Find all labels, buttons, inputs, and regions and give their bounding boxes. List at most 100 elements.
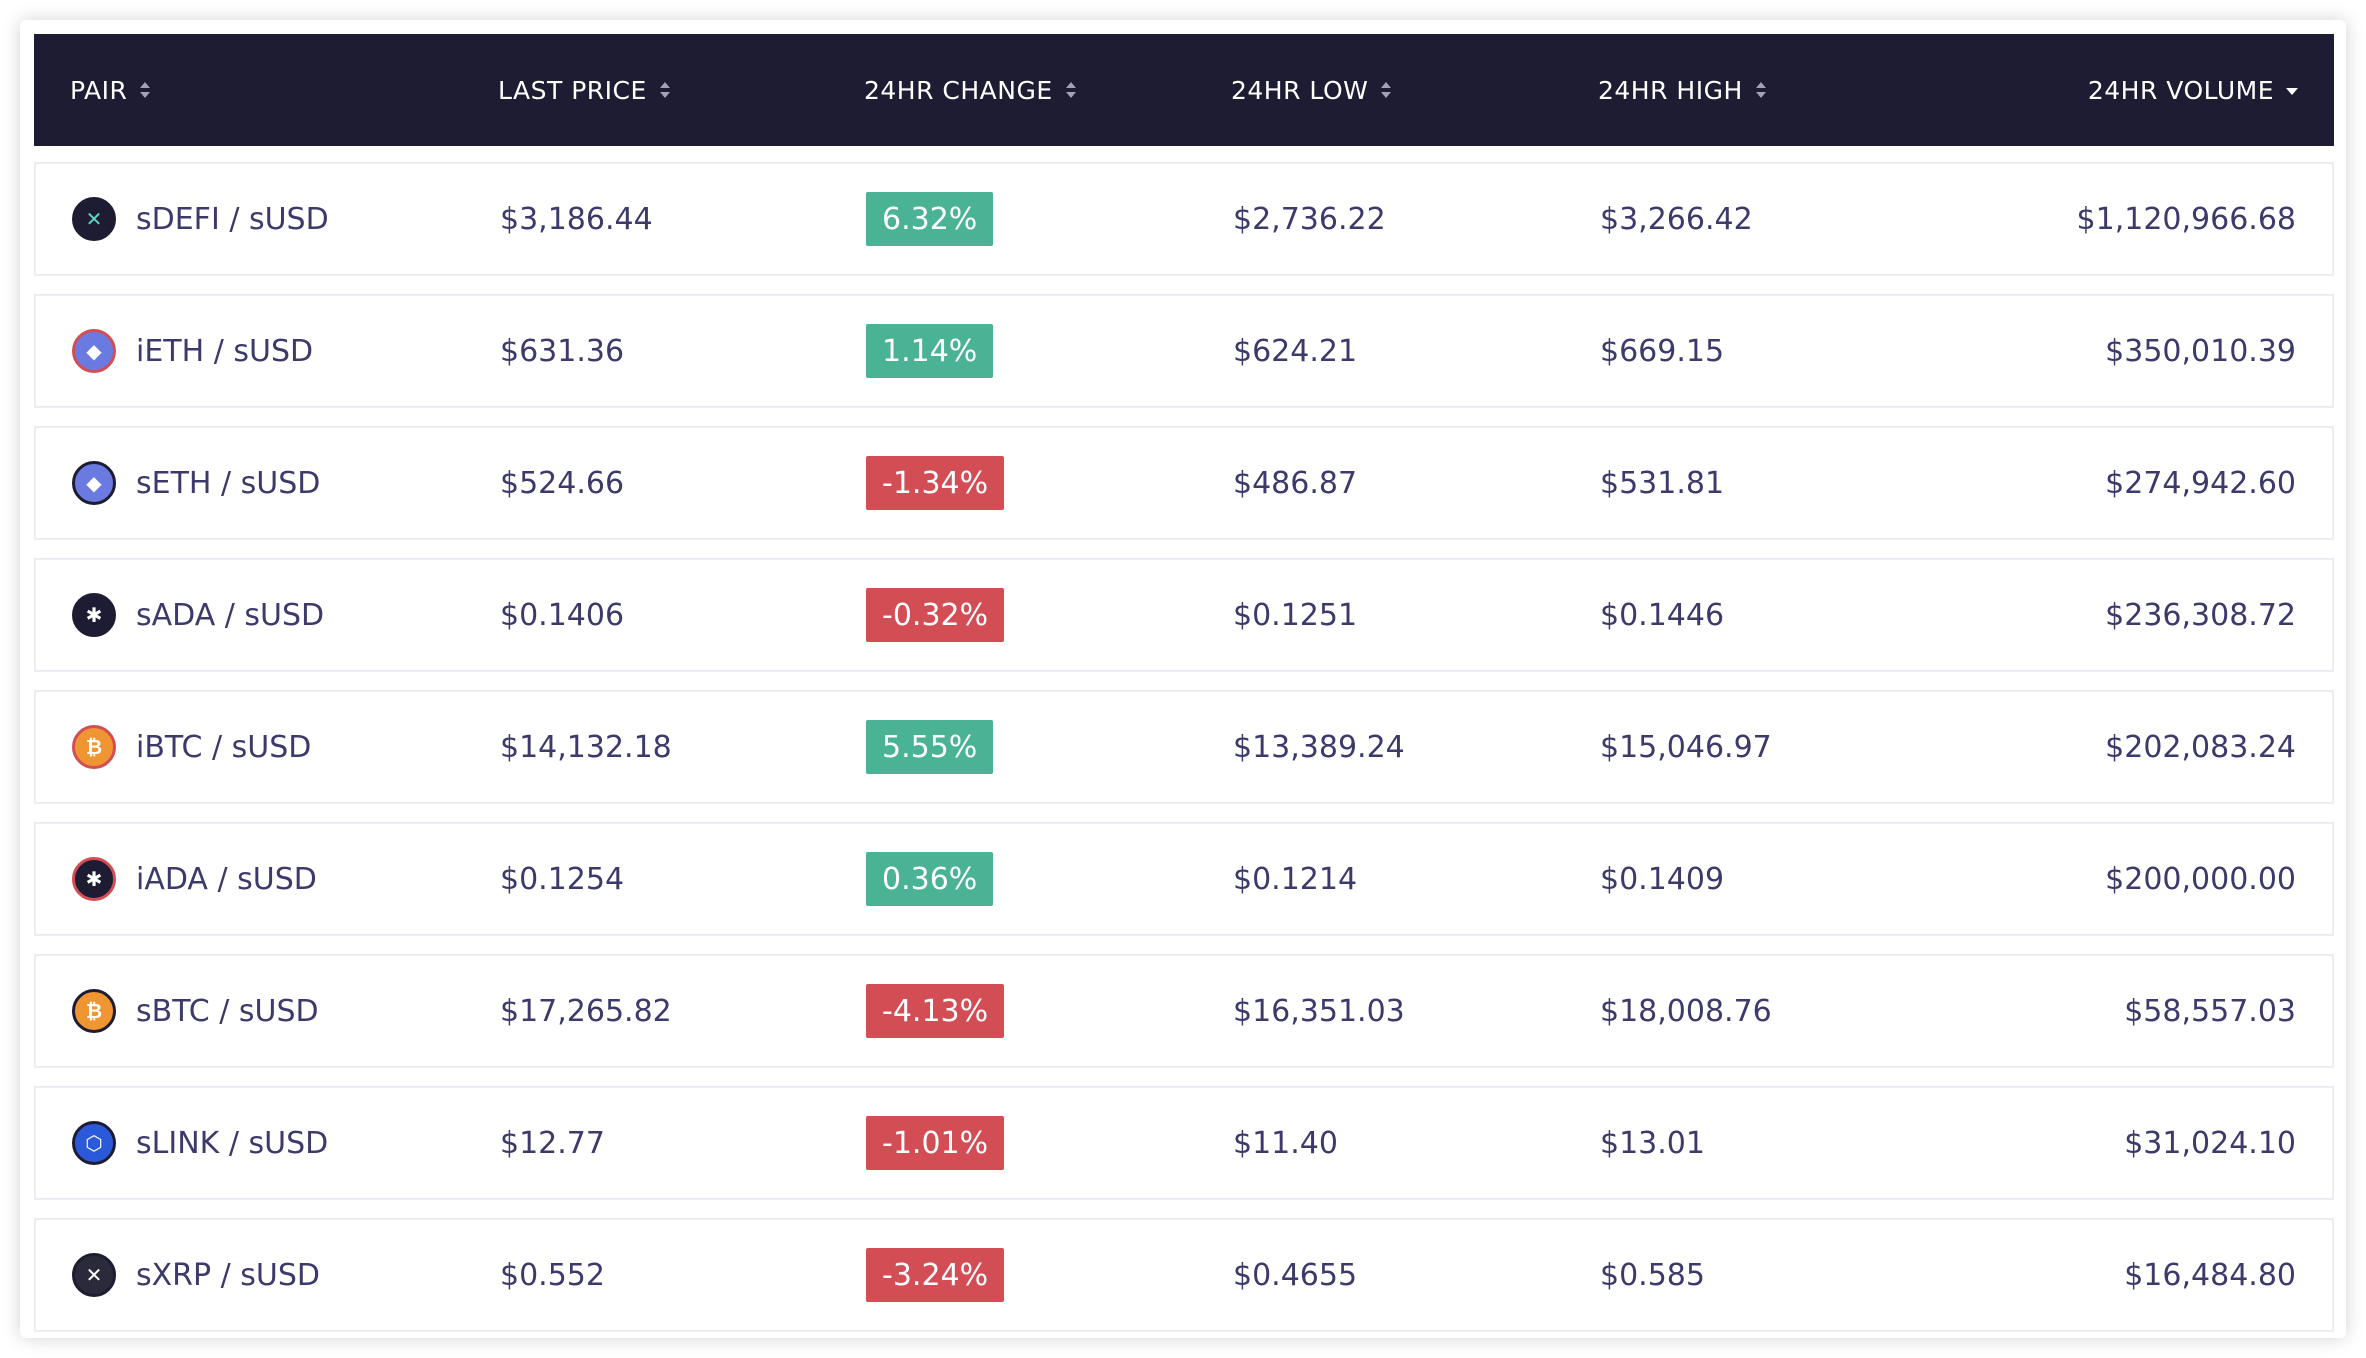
- pair-label: sETH / sUSD: [136, 465, 321, 501]
- sort-icon: [1380, 79, 1392, 101]
- table-row[interactable]: ✕ sDEFI / sUSD $3,186.44 6.32% $2,736.22…: [34, 162, 2334, 276]
- pair-label: sXRP / sUSD: [136, 1257, 321, 1293]
- pair-cell: ◆ iETH / sUSD: [72, 296, 313, 406]
- pair-cell: ✕ sXRP / sUSD: [72, 1220, 320, 1330]
- pair-label: iETH / sUSD: [136, 333, 314, 369]
- volume-cell: $274,942.60: [2105, 465, 2296, 501]
- xrp-icon: ✕: [72, 1253, 116, 1297]
- sort-descending-icon: [2286, 79, 2298, 101]
- pair-label: sDEFI / sUSD: [136, 201, 329, 237]
- table-row[interactable]: ✕ sXRP / sUSD $0.552 -3.24% $0.4655 $0.5…: [34, 1218, 2334, 1332]
- change-cell: -1.01%: [866, 1088, 1005, 1198]
- sort-icon: [1755, 79, 1767, 101]
- change-cell: -3.24%: [866, 1220, 1005, 1330]
- last-price-cell: $0.1254: [500, 861, 625, 897]
- change-cell: -4.13%: [866, 956, 1005, 1066]
- low-cell: $2,736.22: [1233, 201, 1386, 237]
- volume-cell: $200,000.00: [2105, 861, 2296, 897]
- last-price-cell: $524.66: [500, 465, 625, 501]
- markets-card: PAIR LAST PRICE 24HR CHANGE 24HR LOW 24H…: [20, 20, 2346, 1338]
- pair-cell: ₿ sBTC / sUSD: [72, 956, 319, 1066]
- table-header: PAIR LAST PRICE 24HR CHANGE 24HR LOW 24H…: [34, 34, 2334, 146]
- btc-inverse-icon: ₿: [72, 725, 116, 769]
- volume-cell: $31,024.10: [2124, 1125, 2296, 1161]
- change-badge: -3.24%: [866, 1248, 1005, 1302]
- volume-cell: $58,557.03: [2124, 993, 2296, 1029]
- high-cell: $0.1446: [1600, 597, 1725, 633]
- column-header-high[interactable]: 24HR HIGH: [1598, 34, 1767, 146]
- defi-icon: ✕: [72, 197, 116, 241]
- volume-cell: $1,120,966.68: [2076, 201, 2296, 237]
- eth-icon: ◆: [72, 461, 116, 505]
- high-cell: $0.585: [1600, 1257, 1705, 1293]
- table-body: ✕ sDEFI / sUSD $3,186.44 6.32% $2,736.22…: [34, 162, 2334, 1332]
- change-cell: 1.14%: [866, 296, 994, 406]
- change-badge: 1.14%: [866, 324, 994, 378]
- low-cell: $11.40: [1233, 1125, 1338, 1161]
- change-badge: 0.36%: [866, 852, 994, 906]
- column-header-volume-label: 24HR VOLUME: [2087, 75, 2274, 105]
- sort-icon: [659, 79, 671, 101]
- low-cell: $16,351.03: [1233, 993, 1405, 1029]
- table-row[interactable]: ⬡ sLINK / sUSD $12.77 -1.01% $11.40 $13.…: [34, 1086, 2334, 1200]
- change-cell: -1.34%: [866, 428, 1005, 538]
- high-cell: $13.01: [1600, 1125, 1705, 1161]
- last-price-cell: $3,186.44: [500, 201, 653, 237]
- change-cell: 0.36%: [866, 824, 994, 934]
- change-badge: -0.32%: [866, 588, 1005, 642]
- pair-label: sBTC / sUSD: [136, 993, 319, 1029]
- markets-table: PAIR LAST PRICE 24HR CHANGE 24HR LOW 24H…: [34, 34, 2334, 1332]
- change-cell: 6.32%: [866, 164, 994, 274]
- change-badge: -1.34%: [866, 456, 1005, 510]
- last-price-cell: $14,132.18: [500, 729, 672, 765]
- table-row[interactable]: ◆ iETH / sUSD $631.36 1.14% $624.21 $669…: [34, 294, 2334, 408]
- table-row[interactable]: ✱ sADA / sUSD $0.1406 -0.32% $0.1251 $0.…: [34, 558, 2334, 672]
- ada-icon: ✱: [72, 593, 116, 637]
- pair-label: iBTC / sUSD: [136, 729, 312, 765]
- change-badge: -4.13%: [866, 984, 1005, 1038]
- change-cell: 5.55%: [866, 692, 994, 802]
- low-cell: $0.1214: [1233, 861, 1358, 897]
- last-price-cell: $0.1406: [500, 597, 625, 633]
- column-header-last-price-label: LAST PRICE: [498, 75, 647, 105]
- btc-icon: ₿: [72, 989, 116, 1033]
- volume-cell: $16,484.80: [2124, 1257, 2296, 1293]
- table-row[interactable]: ₿ sBTC / sUSD $17,265.82 -4.13% $16,351.…: [34, 954, 2334, 1068]
- high-cell: $15,046.97: [1600, 729, 1772, 765]
- pair-cell: ✕ sDEFI / sUSD: [72, 164, 329, 274]
- high-cell: $18,008.76: [1600, 993, 1772, 1029]
- volume-cell: $202,083.24: [2105, 729, 2296, 765]
- low-cell: $0.4655: [1233, 1257, 1358, 1293]
- volume-cell: $236,308.72: [2105, 597, 2296, 633]
- pair-label: sADA / sUSD: [136, 597, 325, 633]
- pair-cell: ✱ iADA / sUSD: [72, 824, 317, 934]
- low-cell: $486.87: [1233, 465, 1358, 501]
- pair-label: sLINK / sUSD: [136, 1125, 329, 1161]
- last-price-cell: $12.77: [500, 1125, 605, 1161]
- eth-inverse-icon: ◆: [72, 329, 116, 373]
- table-row[interactable]: ◆ sETH / sUSD $524.66 -1.34% $486.87 $53…: [34, 426, 2334, 540]
- column-header-volume[interactable]: 24HR VOLUME: [2088, 34, 2298, 146]
- column-header-pair[interactable]: PAIR: [70, 34, 151, 146]
- column-header-last-price[interactable]: LAST PRICE: [498, 34, 671, 146]
- ada-inverse-icon: ✱: [72, 857, 116, 901]
- link-icon: ⬡: [72, 1121, 116, 1165]
- volume-cell: $350,010.39: [2105, 333, 2296, 369]
- last-price-cell: $631.36: [500, 333, 625, 369]
- low-cell: $0.1251: [1233, 597, 1358, 633]
- table-row[interactable]: ✱ iADA / sUSD $0.1254 0.36% $0.1214 $0.1…: [34, 822, 2334, 936]
- high-cell: $531.81: [1600, 465, 1725, 501]
- low-cell: $624.21: [1233, 333, 1358, 369]
- table-row[interactable]: ₿ iBTC / sUSD $14,132.18 5.55% $13,389.2…: [34, 690, 2334, 804]
- last-price-cell: $0.552: [500, 1257, 605, 1293]
- sort-icon: [139, 79, 151, 101]
- last-price-cell: $17,265.82: [500, 993, 672, 1029]
- pair-cell: ◆ sETH / sUSD: [72, 428, 320, 538]
- column-header-pair-label: PAIR: [70, 75, 128, 105]
- change-badge: 6.32%: [866, 192, 994, 246]
- column-header-low[interactable]: 24HR LOW: [1231, 34, 1392, 146]
- sort-icon: [1065, 79, 1077, 101]
- pair-cell: ₿ iBTC / sUSD: [72, 692, 311, 802]
- column-header-change[interactable]: 24HR CHANGE: [864, 34, 1077, 146]
- change-badge: -1.01%: [866, 1116, 1005, 1170]
